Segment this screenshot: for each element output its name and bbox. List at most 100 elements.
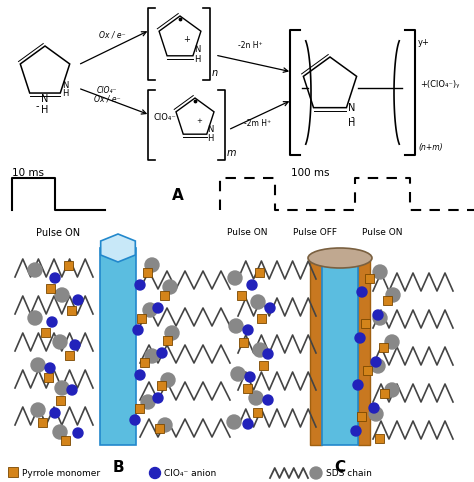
Bar [357, 412, 366, 420]
Polygon shape [100, 234, 135, 262]
Text: 100 ms: 100 ms [291, 168, 329, 178]
Bar [44, 373, 53, 381]
Text: B: B [112, 460, 124, 475]
Circle shape [369, 407, 383, 421]
Circle shape [249, 391, 263, 405]
Text: H: H [194, 54, 200, 64]
Circle shape [141, 395, 155, 409]
Bar [37, 417, 46, 427]
Text: Ox / e⁻: Ox / e⁻ [94, 94, 120, 103]
Bar [358, 258, 370, 445]
Circle shape [53, 425, 67, 439]
Circle shape [163, 280, 177, 294]
Circle shape [153, 303, 163, 313]
Circle shape [135, 370, 145, 380]
Bar [55, 396, 64, 404]
Circle shape [50, 273, 60, 283]
Circle shape [28, 311, 42, 325]
Bar [161, 291, 170, 299]
Circle shape [158, 418, 172, 432]
Circle shape [130, 415, 140, 425]
Bar [239, 337, 248, 347]
Circle shape [263, 395, 273, 405]
Circle shape [161, 373, 175, 387]
Circle shape [253, 343, 267, 357]
Bar [244, 384, 253, 392]
Text: Pulse ON: Pulse ON [362, 228, 403, 237]
Circle shape [67, 385, 77, 395]
Circle shape [157, 348, 167, 358]
Text: H: H [41, 105, 49, 115]
Bar [381, 388, 390, 398]
Circle shape [229, 319, 243, 333]
Text: A: A [172, 188, 184, 203]
Text: -2m H⁺: -2m H⁺ [245, 119, 272, 128]
Circle shape [373, 310, 383, 320]
Text: Pulse ON: Pulse ON [36, 228, 80, 238]
Bar [136, 403, 145, 413]
Circle shape [386, 288, 400, 302]
Circle shape [149, 468, 161, 479]
Circle shape [50, 408, 60, 418]
Circle shape [153, 393, 163, 403]
Circle shape [145, 349, 159, 363]
Circle shape [351, 426, 361, 436]
Circle shape [228, 271, 242, 285]
Circle shape [55, 381, 69, 395]
Circle shape [53, 335, 67, 349]
Circle shape [265, 303, 275, 313]
Circle shape [385, 335, 399, 349]
Text: N: N [194, 45, 200, 54]
Circle shape [247, 280, 257, 290]
Circle shape [73, 428, 83, 438]
Text: H: H [62, 90, 68, 98]
Circle shape [243, 325, 253, 335]
Text: y+: y+ [418, 38, 430, 47]
Bar [100, 248, 136, 445]
Bar [364, 365, 373, 375]
Bar [61, 436, 70, 444]
Text: -: - [35, 101, 39, 111]
Text: N: N [62, 80, 68, 90]
Circle shape [355, 333, 365, 343]
Bar [40, 327, 49, 336]
Circle shape [145, 258, 159, 272]
Bar [237, 291, 246, 299]
Text: N: N [207, 125, 214, 134]
Text: N: N [41, 94, 49, 104]
Text: -: - [350, 112, 354, 122]
Text: Ox / e⁻: Ox / e⁻ [99, 31, 125, 40]
Circle shape [165, 326, 179, 340]
Circle shape [55, 288, 69, 302]
Text: H: H [207, 134, 214, 143]
Circle shape [357, 287, 367, 297]
Circle shape [28, 263, 42, 277]
Bar [46, 283, 55, 293]
Bar [8, 467, 18, 477]
Bar [310, 258, 322, 445]
Bar [64, 260, 73, 269]
Bar [375, 433, 384, 442]
Circle shape [371, 359, 385, 373]
Text: +: + [196, 118, 202, 124]
Text: (n+m): (n+m) [418, 143, 443, 152]
Circle shape [385, 383, 399, 397]
Circle shape [143, 303, 157, 317]
Circle shape [243, 419, 253, 429]
Circle shape [373, 265, 387, 279]
Text: SDS chain: SDS chain [326, 469, 372, 478]
Circle shape [31, 403, 45, 417]
Text: m: m [227, 148, 237, 158]
Bar [67, 306, 76, 314]
Text: +(ClO₄⁻)ᵧ: +(ClO₄⁻)ᵧ [420, 80, 459, 90]
Bar [140, 358, 149, 366]
Bar [157, 380, 166, 389]
Text: Pulse ON: Pulse ON [227, 228, 268, 237]
Bar [137, 313, 146, 322]
Bar [254, 407, 263, 416]
Text: Pyrrole monomer: Pyrrole monomer [22, 469, 100, 478]
Ellipse shape [308, 248, 372, 268]
Circle shape [135, 280, 145, 290]
Text: H: H [348, 118, 356, 128]
Text: Pulse OFF: Pulse OFF [293, 228, 337, 237]
